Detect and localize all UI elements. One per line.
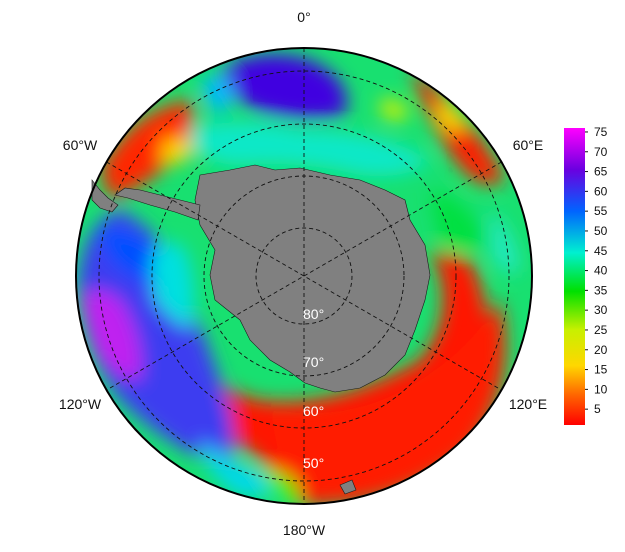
longitude-label-180w: 180°W [283, 522, 326, 538]
graticule [98, 48, 510, 504]
ocean-field [76, 48, 532, 504]
colorbar-tick-label: 60 [594, 184, 608, 198]
meridian-60w-120e [106, 161, 502, 391]
map-frame [75, 47, 533, 505]
colorbar-tick-label: 55 [594, 204, 608, 218]
longitude-label-60w: 60°W [63, 137, 98, 153]
colorbar-tick-label: 5 [594, 402, 601, 416]
colorbar-tick-label: 15 [594, 363, 608, 377]
longitude-label-120w: 120°W [59, 396, 102, 412]
latitude-label-50: 50° [303, 455, 324, 471]
colorbar-ticks: 5 10 15 20 25 30 35 40 45 50 55 60 65 70 75 [585, 125, 608, 416]
latitude-label-80: 80° [303, 306, 324, 322]
colorbar-tick-label: 50 [594, 224, 608, 238]
subantarctic-island [339, 479, 357, 495]
longitude-label-60e: 60°E [513, 137, 544, 153]
colorbar-tick-label: 45 [594, 244, 608, 258]
latitude-label-70: 70° [303, 354, 324, 370]
colorbar-tick-label: 10 [594, 382, 608, 396]
colorbar-tick-label: 65 [594, 165, 608, 179]
south-america-tip [91, 179, 119, 213]
latitude-circle-80 [255, 227, 353, 325]
colorbar: 5 10 15 20 25 30 35 40 45 50 55 60 65 70 75 [564, 125, 608, 425]
colorbar-tick-label: 70 [594, 145, 608, 159]
antarctica-landmass [194, 164, 431, 393]
colorbar-tick-label: 25 [594, 323, 608, 337]
latitude-circle-50 [98, 70, 510, 482]
latitude-label-60: 60° [303, 403, 324, 419]
meridian-60e-120w [106, 161, 502, 391]
colorbar-tick-label: 75 [594, 125, 608, 139]
colorbar-tick-label: 20 [594, 343, 608, 357]
colorbar-tick-label: 40 [594, 264, 608, 278]
colorbar-tick-label: 30 [594, 303, 608, 317]
colorbar-tick-label: 35 [594, 283, 608, 297]
longitude-label-0: 0° [297, 9, 310, 25]
longitude-label-120e: 120°E [509, 396, 547, 412]
antarctic-peninsula [114, 187, 201, 221]
colorbar-ramp [564, 128, 585, 425]
